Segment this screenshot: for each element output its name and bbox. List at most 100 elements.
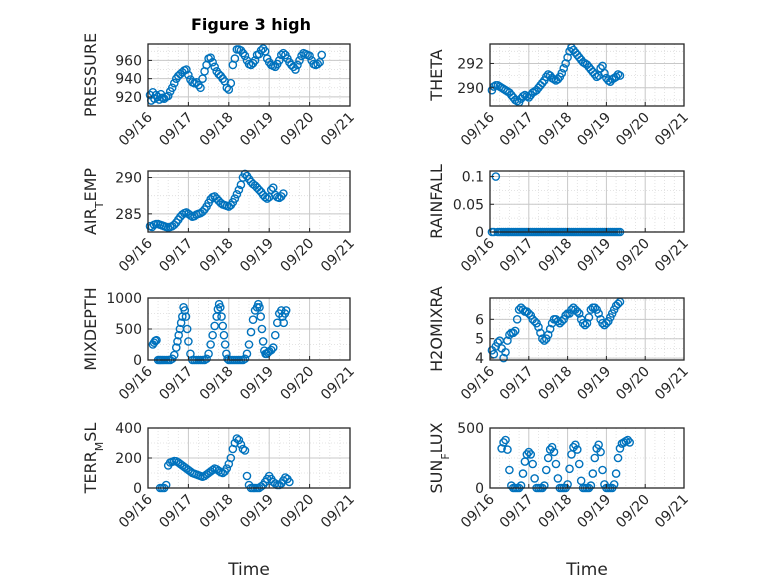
x-tick-label: 09/19 [237,492,277,532]
data-point [240,446,250,455]
axes-box [147,43,351,107]
x-axis-label: Time [227,560,270,580]
y-tick-label: 940 [115,72,142,88]
data-point [268,343,278,352]
y-tick-label: 0 [133,353,142,369]
x-tick-label: 09/18 [536,236,576,276]
x-tick-label: 09/19 [574,492,614,532]
y-tick-label: 4 [475,351,484,367]
y-tick-label: 0 [475,225,484,241]
data-point [571,440,580,450]
data-point [615,444,625,453]
data-point [256,46,266,55]
data-point [574,459,584,469]
x-tick-label: 09/21 [318,110,358,150]
data-point [169,78,179,88]
data-point [540,481,549,490]
data-point [182,324,192,334]
data-point [250,56,260,65]
data-point [499,438,508,447]
data-point [528,459,537,469]
axes-box [489,427,685,489]
data-point [553,474,563,483]
data-point [184,337,193,346]
data-point [210,62,219,72]
data-point [514,305,524,314]
data-point [543,330,553,340]
data-point [516,481,526,490]
x-tick-label: 09/18 [536,110,576,150]
x-tick-label: 09/16 [116,109,156,149]
series-theta [487,43,625,107]
data-point [279,48,288,58]
data-point [313,59,322,69]
data-point [257,324,267,334]
subplot-pressure: 920 940 960 09/16 09/17 09/18 09/19 09/20 09/21 P… [81,33,358,149]
subplot-terr-msl: 0 200 400 09/16 09/17 09/18 09/19 09/20 09/21 TER… [81,421,358,580]
data-point [169,350,179,360]
data-point [501,347,510,357]
data-point [210,321,219,331]
data-point [584,313,594,322]
data-point [534,322,543,332]
x-tick-label: 09/17 [497,492,537,532]
data-point [530,316,539,326]
y-tick-label: 500 [457,421,484,437]
x-tick-label: 09/19 [237,364,277,404]
y-axis-label: H2OMIXRA [427,286,446,372]
data-point [163,91,173,101]
data-point [255,302,264,312]
x-tick-label: 09/16 [458,235,498,275]
data-point [226,453,236,463]
data-point [557,68,567,78]
data-point [540,336,549,345]
data-point [180,306,190,315]
x-tick-label: 09/20 [613,110,653,150]
data-point [173,337,182,346]
data-point [236,440,246,449]
data-point [541,72,551,82]
data-point [240,51,250,61]
data-point [217,312,226,321]
x-tick-label: 09/16 [458,491,498,531]
data-point [596,447,605,457]
data-point [279,189,288,198]
x-tick-label: 09/17 [497,110,537,150]
data-point [256,312,266,321]
data-point [272,318,282,328]
data-point [541,465,551,475]
data-point [518,469,528,478]
data-point [232,189,242,199]
series-h2omixra [487,297,625,363]
data-point [270,479,280,488]
y-tick-label: 292 [457,56,484,72]
x-tick-label: 09/18 [197,364,237,404]
data-point [220,340,230,349]
data-point [536,328,545,338]
x-tick-label: 09/17 [497,236,537,276]
y-tick-label: 0 [475,481,484,497]
y-tick-label: 6 [475,312,484,328]
data-point [152,335,161,345]
data-point [240,169,250,179]
x-tick-label: 09/16 [458,363,498,403]
data-point [208,330,217,340]
y-axis-label: PRESSURE [81,33,100,117]
data-point [242,471,252,481]
data-point [174,330,184,340]
x-tick-label: 09/21 [652,492,692,532]
data-point [238,444,248,454]
data-point [291,65,300,74]
x-tick-label: 09/16 [116,363,156,403]
y-axis-label: TERRMSL [81,423,106,495]
data-point [234,185,244,195]
data-point [248,315,258,325]
data-point [611,72,621,82]
data-point [574,309,584,318]
y-tick-label: 960 [115,53,142,69]
x-tick-label: 09/19 [237,110,277,150]
x-tick-label: 09/19 [237,236,277,276]
data-point [182,65,191,74]
